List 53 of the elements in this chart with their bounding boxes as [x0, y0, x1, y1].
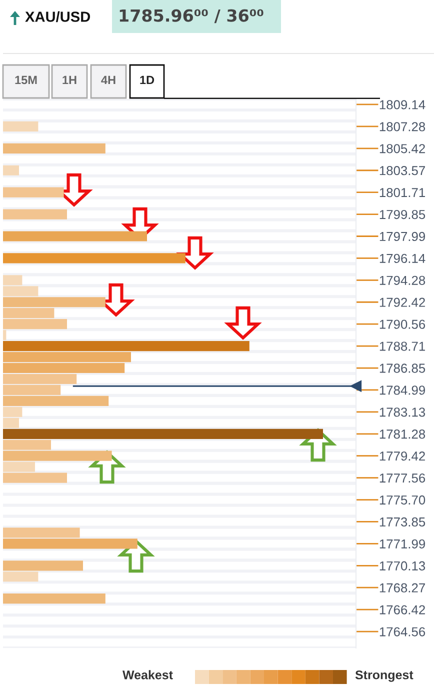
- bar: [3, 231, 147, 242]
- bar: [3, 341, 250, 352]
- bar: [3, 594, 106, 604]
- y-tick-label: 1779.42: [380, 452, 425, 461]
- y-tick-label: 1770.13: [380, 561, 426, 570]
- bar: [3, 560, 83, 571]
- bar: [3, 209, 67, 220]
- y-tick-label: 1801.71: [380, 188, 425, 198]
- bar: [3, 528, 80, 538]
- text: 15M: [15, 76, 37, 84]
- text: 4H: [101, 76, 116, 84]
- y-tick-label: 1794.28: [380, 276, 426, 285]
- y-tick-label: 1775.70: [380, 495, 426, 505]
- y-tick-label: 1786.85: [380, 364, 426, 373]
- bar: [3, 187, 64, 198]
- y-tick-label: 1764.56: [380, 627, 426, 636]
- bar: [3, 330, 6, 340]
- chart-title: XAU/USD: [25, 11, 90, 22]
- y-tick-label: 1766.42: [380, 605, 425, 614]
- text: Weakest: [122, 670, 173, 680]
- y-tick-label: 1788.71: [380, 342, 425, 351]
- bar: [3, 297, 106, 308]
- y-tick-label: 1784.99: [380, 386, 425, 395]
- bar: [3, 396, 109, 406]
- y-tick-label: 1807.28: [380, 122, 426, 132]
- bar: [3, 450, 112, 461]
- y-tick-label: 1803.57: [380, 166, 425, 176]
- bar: [3, 472, 67, 483]
- y-tick-label: 1809.14: [380, 100, 426, 110]
- y-tick-label: 1799.85: [380, 210, 426, 220]
- bar: [3, 428, 323, 439]
- bar: [3, 462, 35, 472]
- bar: [3, 253, 186, 264]
- y-tick-label: 1771.99: [380, 539, 425, 548]
- bar: [3, 121, 38, 132]
- y-tick-label: 1781.28: [380, 430, 426, 439]
- bar: [3, 440, 51, 450]
- y-tick-label: 1783.13: [380, 408, 426, 417]
- y-tick-label: 1790.56: [380, 320, 426, 329]
- y-tick-label: 1777.56: [380, 473, 426, 483]
- y-tick-label: 1792.42: [380, 298, 425, 307]
- y-tick-label: 1796.14: [380, 254, 426, 264]
- y-tick-label: 1773.85: [380, 517, 426, 527]
- y-tick-label: 1797.99: [380, 232, 425, 242]
- bar: [3, 143, 106, 154]
- text: 1D: [140, 76, 154, 84]
- bar: [3, 165, 19, 176]
- y-tick-label: 1805.42: [380, 144, 425, 154]
- chart-subtitle: 1785.96⁰⁰ / 36⁰⁰: [120, 9, 264, 24]
- text: Strongest: [355, 670, 414, 682]
- bar: [3, 572, 38, 582]
- text: 1H: [62, 76, 76, 84]
- y-tick-label: 1768.27: [380, 583, 425, 592]
